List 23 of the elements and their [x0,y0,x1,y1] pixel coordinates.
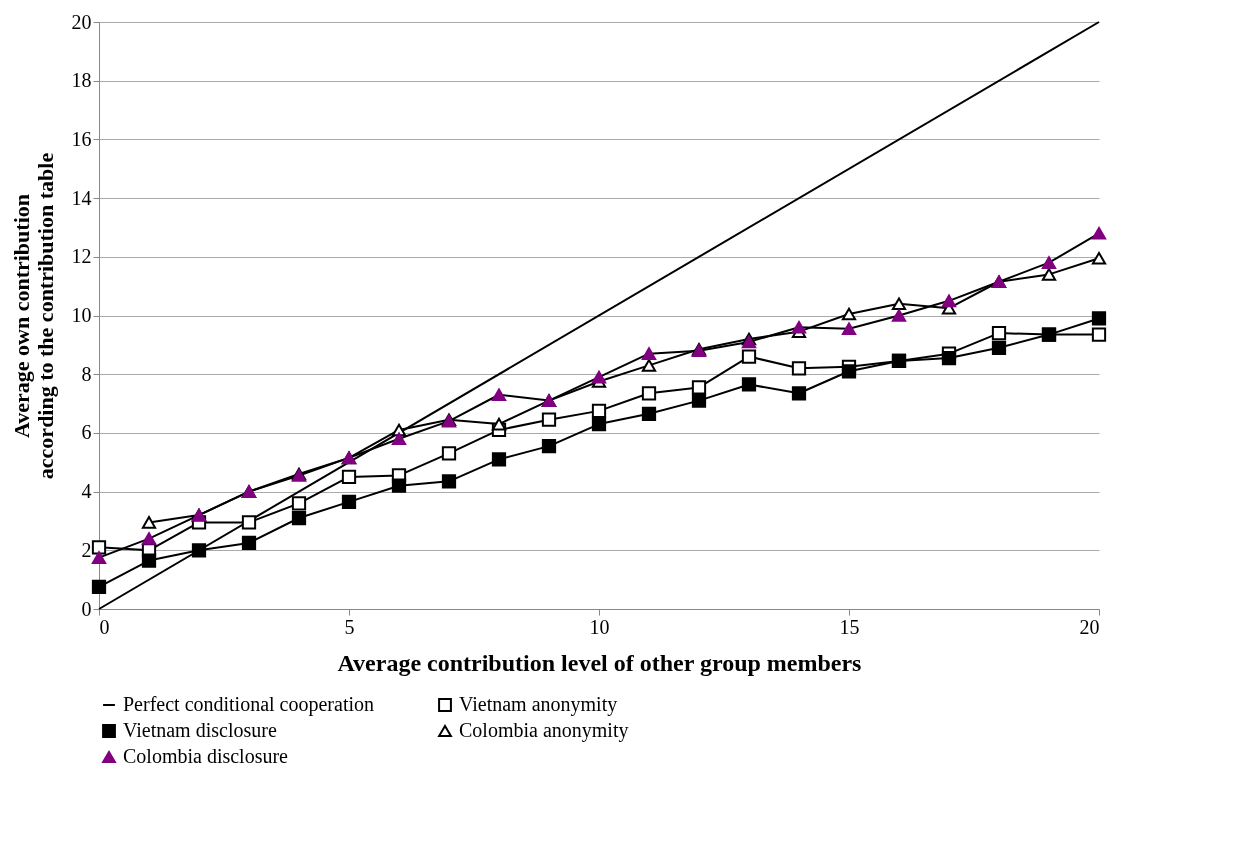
x-axis-title: Average contribution level of other group members [337,649,862,676]
y-tick-label: 0 [81,597,92,620]
y-tick-label: 6 [81,421,92,444]
y-tick-label: 4 [81,480,92,503]
y-tick-label: 14 [71,186,92,209]
y-tick-label: 10 [71,304,92,326]
y-tick-label: 8 [81,362,92,385]
y-tick-label: 16 [71,127,92,150]
x-tick-label: 15 [839,615,860,638]
legend-label: Colombia disclosure [123,745,289,767]
y-tick-label: 20 [71,10,92,33]
y-tick-label: 18 [71,69,92,92]
legend-label: Perfect conditional cooperation [123,693,375,716]
x-tick-label: 0 [99,615,110,638]
x-tick-label: 10 [589,615,610,638]
x-tick-label: 5 [344,615,355,638]
y-tick-label: 2 [81,538,92,561]
y-tick-label: 12 [71,245,92,268]
y-axis-title: Average own contribution according to the contribution table [8,152,58,480]
x-tick-label: 20 [1079,615,1100,638]
legend-label: Vietnam anonymity [459,693,618,716]
legend-label: Vietnam disclosure [123,719,277,741]
legend-label: Colombia anonymity [459,719,629,742]
